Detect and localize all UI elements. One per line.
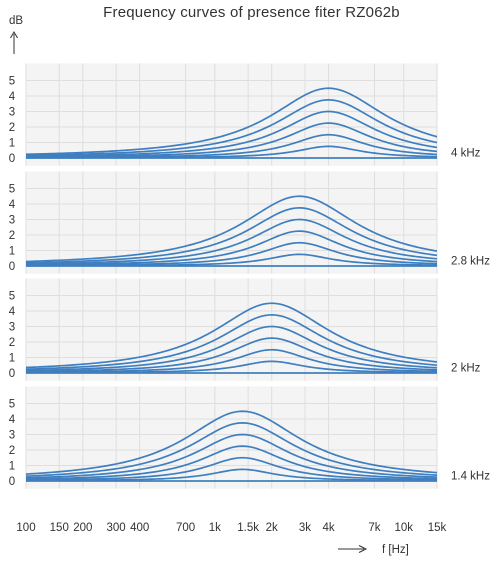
- curve-gain-5: [25, 99, 438, 157]
- y-tick-label: 5: [9, 76, 15, 88]
- curve-gain-5: [25, 422, 438, 477]
- curve-gain-5: [25, 207, 438, 264]
- y-tick-label: 3: [9, 322, 15, 334]
- y-tick-label: 2: [9, 122, 15, 134]
- y-tick-label: 0: [9, 261, 15, 273]
- panel-3: 0 1 2 3 4 5 2 kHz: [9, 278, 481, 381]
- chart-title: Frequency curves of presence fiter RZ062…: [103, 4, 400, 21]
- y-tick-label: 0: [9, 476, 15, 488]
- panel-4: 0 1 2 3 4 5 1.4 kHz: [9, 386, 490, 489]
- y-axis-label: dB: [9, 15, 23, 27]
- curve-gain-3: [25, 122, 438, 158]
- y-tick-label: 2: [9, 337, 15, 349]
- x-tick-label: 15k: [428, 522, 447, 534]
- x-tick-label: 3k: [299, 522, 311, 534]
- y-tick-label: 1: [9, 461, 15, 473]
- y-tick-label: 1: [9, 246, 15, 258]
- panel-label: 1.4 kHz: [451, 471, 490, 483]
- panel-2: 0 1 2 3 4 5 2.8 kHz: [9, 171, 490, 274]
- curve-gain-2: [25, 456, 438, 481]
- x-tick-label: 2k: [266, 522, 278, 534]
- y-tick-label: 5: [9, 291, 15, 303]
- panel-label: 2.8 kHz: [451, 256, 490, 268]
- y-tick-label: 3: [9, 107, 15, 119]
- x-tick-label: 150: [50, 522, 69, 534]
- x-tick-label: 200: [73, 522, 92, 534]
- y-tick-label: 3: [9, 215, 15, 227]
- curve-gain-1: [25, 468, 438, 482]
- panels-layer: 0 1 2 3 4 5 4 kHz 0 1 2 3 4 5 2.8 kHz 0 1 2 3 4 5 2 kHz 0 1 2 3 4…: [9, 63, 490, 489]
- x-axis-label: f [Hz]: [382, 544, 409, 556]
- curve-gain-6: [25, 410, 438, 475]
- curve-gain-3: [25, 445, 438, 480]
- y-tick-label: 0: [9, 368, 15, 380]
- x-tick-label: 10k: [394, 522, 413, 534]
- curve-gain-3: [25, 230, 438, 266]
- x-tick-label: 300: [107, 522, 126, 534]
- y-tick-label: 1: [9, 353, 15, 365]
- curve-gain-2: [25, 241, 438, 267]
- curve-gain-4: [25, 325, 438, 372]
- curve-gain-6: [25, 195, 438, 263]
- y-axis-arrow: [10, 31, 18, 54]
- curve-gain-2: [25, 348, 438, 374]
- x-tick-label: 4k: [323, 522, 335, 534]
- x-axis-arrow: [338, 545, 368, 553]
- y-tick-label: 1: [9, 138, 15, 150]
- x-tick-label: 100: [16, 522, 35, 534]
- panel-label: 2 kHz: [451, 363, 481, 375]
- panel-label: 4 kHz: [451, 148, 481, 160]
- y-tick-label: 4: [9, 414, 16, 426]
- y-tick-label: 2: [9, 230, 15, 242]
- x-tick-label: 700: [176, 522, 195, 534]
- y-tick-label: 4: [9, 199, 16, 211]
- panel-1: 0 1 2 3 4 5 4 kHz: [9, 63, 481, 166]
- y-tick-label: 5: [9, 399, 15, 411]
- x-tick-labels: 100 150 200 300 400 700 1k 1.5k 2k 3k 4k 7k 10k 15k: [16, 522, 446, 534]
- y-tick-label: 5: [9, 184, 15, 196]
- curve-gain-4: [25, 110, 438, 158]
- curve-gain-4: [25, 218, 438, 265]
- curve-gain-3: [25, 337, 438, 373]
- y-tick-label: 2: [9, 445, 15, 457]
- y-tick-label: 4: [9, 91, 16, 103]
- x-tick-label: 1k: [209, 522, 221, 534]
- curve-gain-4: [25, 433, 438, 479]
- x-tick-label: 400: [130, 522, 149, 534]
- x-tick-label: 7k: [368, 522, 380, 534]
- y-tick-label: 3: [9, 430, 15, 442]
- curve-gain-1: [25, 360, 438, 374]
- curve-gain-6: [25, 87, 438, 156]
- curve-gain-5: [25, 314, 438, 371]
- x-tick-label: 1.5k: [237, 522, 259, 534]
- y-tick-label: 4: [9, 306, 16, 318]
- curve-gain-6: [25, 302, 438, 369]
- y-tick-label: 0: [9, 153, 15, 165]
